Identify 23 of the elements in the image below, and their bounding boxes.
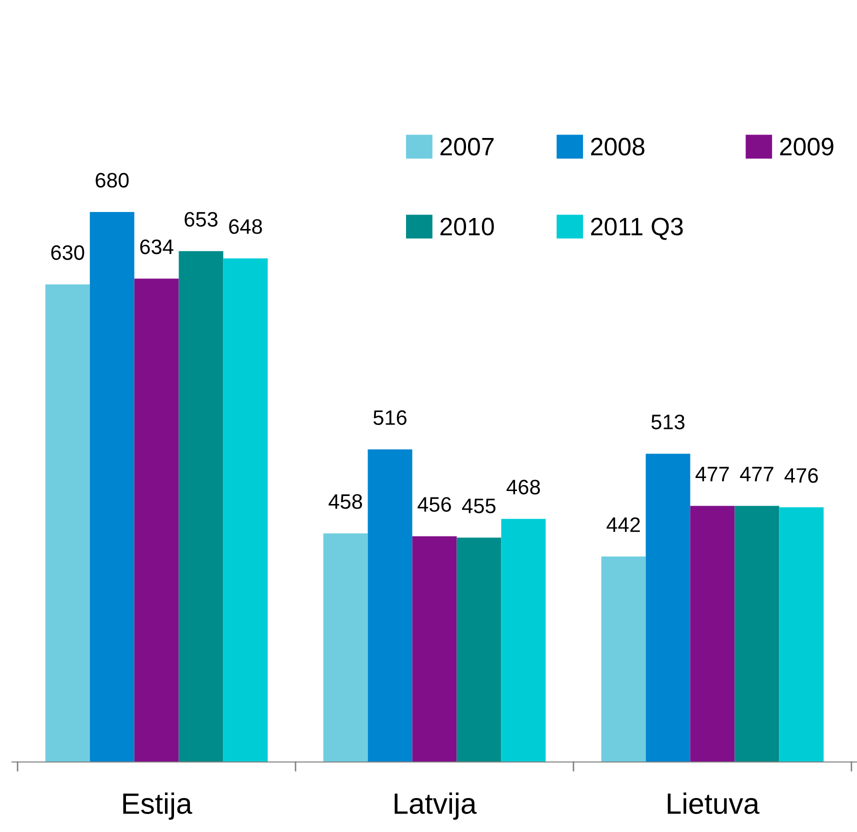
data-label: 458 (328, 494, 362, 509)
legend-label: 2008 (591, 138, 644, 156)
data-label: 456 (418, 497, 451, 512)
x-tick-label: Estija (123, 792, 192, 820)
legend-label: 2010 (440, 218, 494, 236)
data-label: 455 (462, 498, 496, 514)
data-label: 476 (784, 468, 818, 483)
data-label: 634 (140, 239, 174, 254)
data-label: 477 (696, 466, 729, 482)
data-label: 630 (51, 245, 84, 260)
data-label: 513 (651, 414, 684, 430)
data-label: 477 (740, 466, 774, 482)
data-label: 648 (229, 219, 262, 234)
legend-label: 2011 Q3 (591, 218, 683, 240)
data-label: 516 (373, 410, 406, 425)
legend-label: 2009 (780, 138, 834, 156)
data-label: 680 (96, 172, 129, 188)
x-tick-label: Lietuva (668, 792, 760, 814)
data-label: 653 (184, 212, 218, 227)
data-label: 442 (606, 517, 640, 532)
x-tick-label: Latvija (394, 792, 477, 820)
data-label: 468 (506, 480, 540, 494)
legend-label: 2007 (440, 138, 494, 156)
